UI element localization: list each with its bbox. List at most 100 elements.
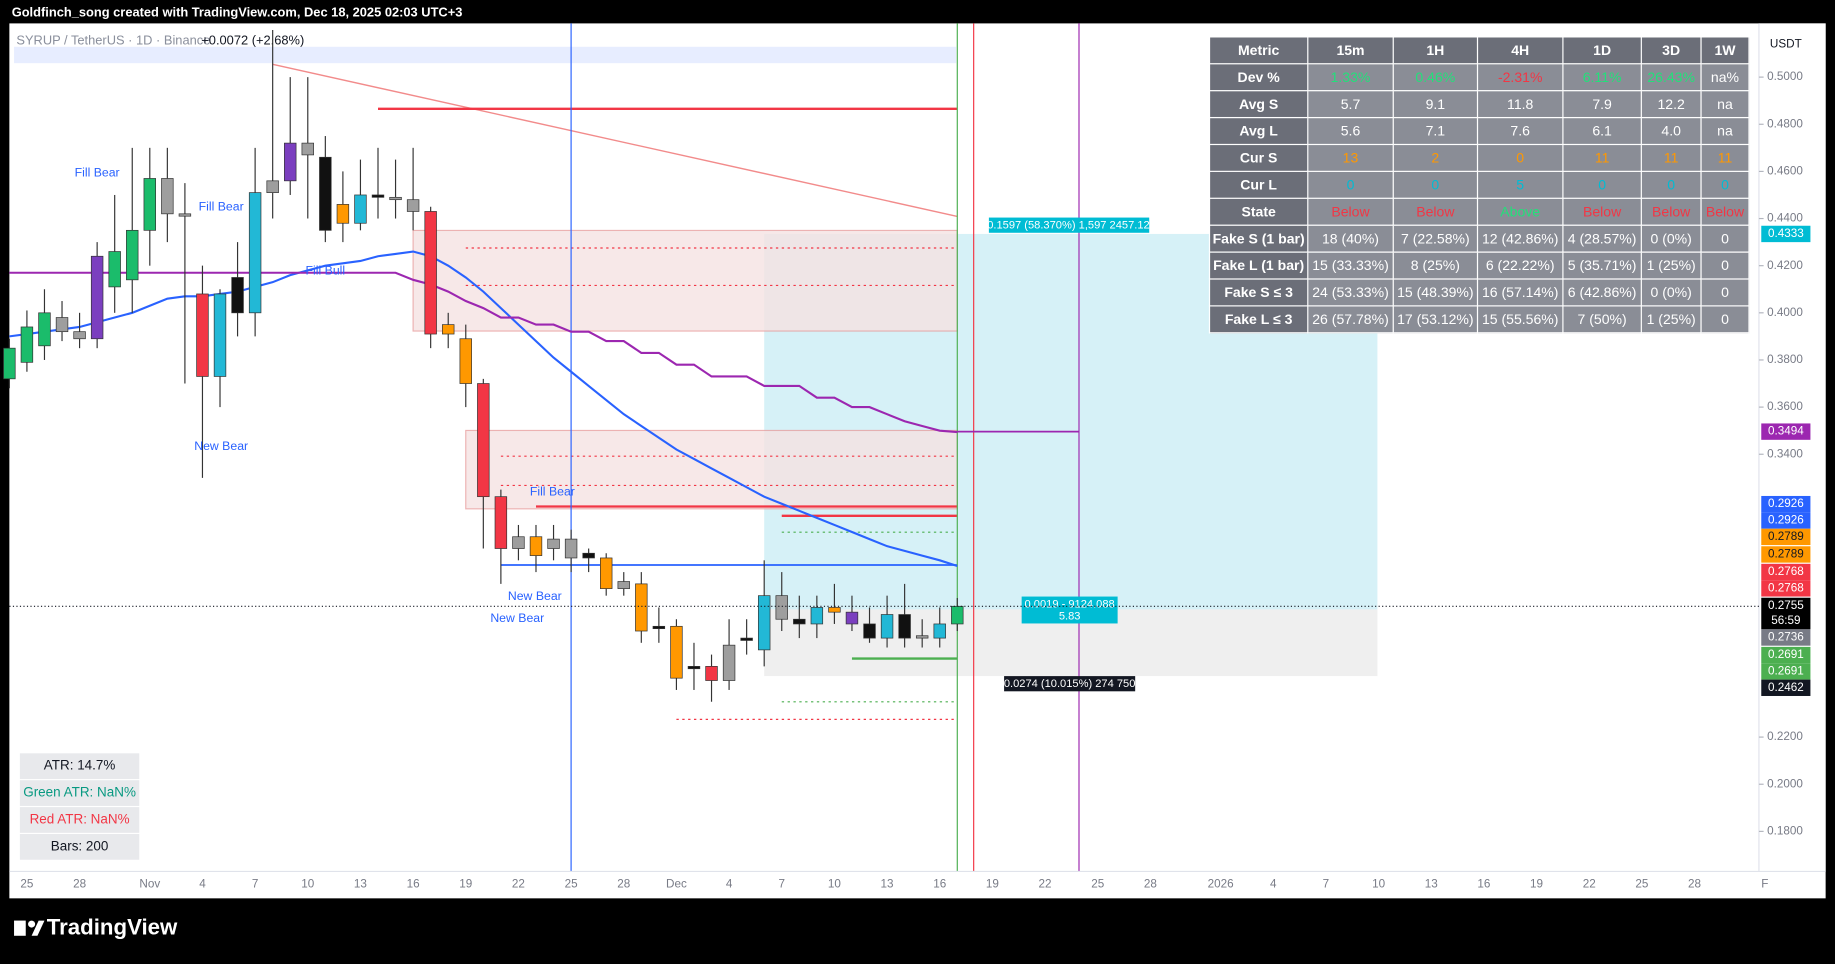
table-cell: 0 <box>1307 170 1394 199</box>
brand-logo <box>14 920 45 936</box>
tool-entry: 0.0019 - 9124.088 <box>1025 599 1115 611</box>
table-cell: 0 <box>1476 143 1564 172</box>
table-cell: 0.46% <box>1392 63 1479 92</box>
candle-body <box>828 607 841 613</box>
price-badge-label: 0.2789 <box>1768 530 1804 543</box>
price-badge-label: 0.2691 <box>1768 648 1804 661</box>
table-cell: 0 <box>1700 278 1750 307</box>
x-tick-label: 16 <box>1477 877 1490 890</box>
table-header-cell: 1D <box>1562 36 1642 65</box>
y-tick-label: 0.4200 <box>1767 259 1803 272</box>
table-header-cell: Metric <box>1208 36 1309 65</box>
table-cell: 7.6 <box>1476 116 1564 146</box>
candle-body <box>600 557 613 589</box>
table-cell: 15 (33.33%) <box>1307 251 1394 280</box>
x-tick-label: Dec <box>666 877 687 890</box>
table-cell: Fake S ≤ 3 <box>1208 278 1309 307</box>
tool-qty: 5.83 <box>1059 610 1081 622</box>
table-cell: Fake S (1 bar) <box>1208 224 1309 253</box>
price-badge <box>1761 495 1811 513</box>
x-tick-label: 19 <box>459 877 472 890</box>
table-cell: 5 <box>1476 170 1564 199</box>
supply-zone <box>412 229 958 332</box>
candle-body <box>406 199 420 212</box>
candle-body <box>248 192 262 314</box>
x-tick-label: 22 <box>1583 877 1596 890</box>
series <box>9 250 958 567</box>
candle-body <box>687 666 701 670</box>
table-cell: 0 <box>1700 305 1750 334</box>
table-header-cell: 1H <box>1392 36 1479 65</box>
price-badge <box>1761 546 1811 563</box>
candle-body <box>933 623 946 639</box>
price-badge <box>1761 679 1811 696</box>
table-cell: 11 <box>1640 143 1702 172</box>
stat-line: Bars: 200 <box>19 834 140 860</box>
table-cell: 6.11% <box>1562 63 1642 92</box>
candle-body <box>266 180 279 193</box>
table-row: Cur S 13 2 0 11 11 11 <box>1208 143 1750 172</box>
x-tick-label: 7 <box>778 877 785 890</box>
table-cell: Below <box>1640 197 1702 226</box>
table-row: State Below Below Above Below Below Below <box>1208 197 1750 226</box>
table-cell: 0 (0%) <box>1640 224 1702 253</box>
table-cell: 7 (50%) <box>1562 305 1642 334</box>
candle-body <box>564 538 578 559</box>
price-badge <box>1761 663 1811 680</box>
tool-label-bg <box>988 217 1150 233</box>
table-cell: Below <box>1700 197 1750 226</box>
candle-body <box>617 581 630 589</box>
table-cell: 5.6 <box>1307 116 1394 146</box>
table-header-cell: 15m <box>1307 36 1394 65</box>
candle-body <box>740 637 753 641</box>
table-body: Dev % 1.33% 0.46% -2.31% 6.11% 26.43% na% Avg S… <box>1208 63 1750 334</box>
candle-body <box>512 536 525 549</box>
candle-body <box>757 595 771 651</box>
x-tick-label: 2026 <box>1208 877 1234 890</box>
candle-body <box>898 614 911 639</box>
x-tick-label: 28 <box>1144 877 1157 890</box>
table-row: Fake S (1 bar) 18 (40%) 7 (22.58%) 12 (42.8… <box>1208 224 1750 253</box>
x-tick-label: 22 <box>1039 877 1052 890</box>
stat-line: Green ATR: NaN% <box>19 780 140 806</box>
candle-body <box>705 666 718 681</box>
x-tick-label: 16 <box>933 877 946 890</box>
table-cell: 5 (35.71%) <box>1562 251 1642 280</box>
price-axis <box>1758 23 1826 872</box>
table-cell: 15 (48.39%) <box>1392 278 1479 307</box>
table-cell: 0 <box>1392 170 1479 199</box>
table-row: Dev % 1.33% 0.46% -2.31% 6.11% 26.43% na% <box>1208 63 1750 92</box>
table-cell: 5.7 <box>1307 90 1394 119</box>
candle-body <box>319 156 332 231</box>
price-badge-label: 0.2736 <box>1768 631 1804 644</box>
table-cell: 9.1 <box>1392 90 1479 119</box>
x-tick-label: 13 <box>1425 877 1438 890</box>
table-cell: na <box>1700 90 1750 119</box>
table-header-cell: 1W <box>1700 36 1750 65</box>
table-cell: 12 (42.86%) <box>1476 224 1564 253</box>
table-cell: Above <box>1476 197 1564 226</box>
candle-body <box>863 623 876 639</box>
candle-body <box>477 383 490 498</box>
table-header: Metric 15m 1H 4H 1D 3D 1W <box>1208 36 1750 65</box>
table-cell: Avg S <box>1208 90 1309 119</box>
table-cell: State <box>1208 197 1309 226</box>
indicator-line <box>9 271 958 434</box>
table-cell: 4.0 <box>1640 116 1702 146</box>
price-badge-label: 0.2768 <box>1768 565 1804 578</box>
table-cell: Cur S <box>1208 143 1309 172</box>
table-cell: 24 (53.33%) <box>1307 278 1394 307</box>
candle-body <box>73 331 86 340</box>
metrics-table: Metric 15m 1H 4H 1D 3D 1W Dev % 1.33% 0.46% -2.31… <box>1208 36 1750 334</box>
y-tick-label: 0.2000 <box>1767 777 1803 790</box>
x-tick-label: F <box>1761 877 1768 890</box>
x-tick-label: 25 <box>1635 877 1649 890</box>
table-cell: 1 (25%) <box>1640 251 1702 280</box>
table-cell: na% <box>1700 63 1750 92</box>
candle-body <box>670 625 683 679</box>
table-cell: 0 <box>1562 170 1642 199</box>
x-tick-label: 10 <box>828 877 842 890</box>
price-badge <box>1761 597 1811 630</box>
stat-line: Red ATR: NaN% <box>19 807 140 833</box>
